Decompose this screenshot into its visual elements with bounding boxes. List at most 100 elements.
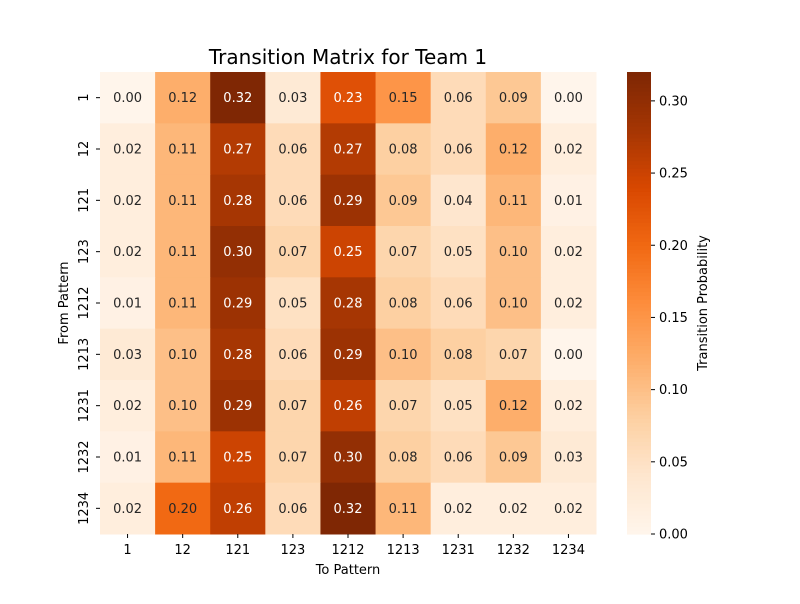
colorbar-segment <box>627 434 651 438</box>
cell-value-label: 0.06 <box>278 194 307 209</box>
cell-value-label: 0.20 <box>168 502 197 517</box>
cell-value-label: 0.12 <box>499 399 528 414</box>
colorbar-segment <box>627 445 651 449</box>
colorbar-segment <box>627 84 651 88</box>
colorbar-segment <box>627 288 651 292</box>
x-tick-label: 1213 <box>387 543 420 558</box>
cell-value-label: 0.02 <box>499 502 528 517</box>
cell-value-label: 0.02 <box>554 297 583 312</box>
y-tick-label: 1212 <box>77 286 92 319</box>
cell-value-label: 0.03 <box>113 348 142 363</box>
colorbar-tick-label: 0.20 <box>659 239 688 254</box>
colorbar-segment <box>627 257 651 261</box>
cell-value-label: 0.08 <box>389 143 418 158</box>
colorbar-segment <box>627 326 651 330</box>
colorbar-segment <box>627 226 651 230</box>
colorbar-segment <box>627 453 651 457</box>
colorbar-segment <box>627 476 651 480</box>
colorbar-segment <box>627 176 651 180</box>
cell-value-label: 0.07 <box>499 348 528 363</box>
cell-value-label: 0.07 <box>278 399 307 414</box>
colorbar-segment <box>627 469 651 473</box>
colorbar-segment <box>627 134 651 138</box>
cell-value-label: 0.06 <box>278 348 307 363</box>
cell-value-label: 0.06 <box>444 451 473 466</box>
cell-value-label: 0.02 <box>113 399 142 414</box>
colorbar-segment <box>627 388 651 392</box>
colorbar-segment <box>627 376 651 380</box>
cell-value-label: 0.06 <box>444 143 473 158</box>
colorbar-segment <box>627 399 651 403</box>
y-tick-label: 1231 <box>77 389 92 422</box>
y-tick-label: 123 <box>77 239 92 264</box>
colorbar-segment <box>627 168 651 172</box>
colorbar-segment <box>627 241 651 245</box>
cell-value-label: 0.00 <box>554 348 583 363</box>
colorbar-segment <box>627 230 651 234</box>
colorbar-label: Transition Probability <box>696 235 711 372</box>
colorbar-segment <box>627 222 651 226</box>
cell-value-label: 0.03 <box>554 451 583 466</box>
colorbar-segment <box>627 526 651 530</box>
colorbar-segment <box>627 195 651 199</box>
cell-value-label: 0.29 <box>334 194 363 209</box>
heatmap-cell-labels: 0.00 0.12 0.32 0.03 0.23 0.15 0.06 0.09 0.000.02… <box>113 91 583 517</box>
colorbar-segment <box>627 438 651 442</box>
colorbar-segment <box>627 172 651 176</box>
colorbar: 0.000.050.100.150.200.250.30 <box>627 72 688 543</box>
colorbar-segment <box>627 311 651 315</box>
colorbar-segment <box>627 122 651 126</box>
cell-value-label: 0.02 <box>444 502 473 517</box>
colorbar-segment <box>627 419 651 423</box>
colorbar-segment <box>627 268 651 272</box>
colorbar-segment <box>627 265 651 269</box>
colorbar-segment <box>627 153 651 157</box>
cell-value-label: 0.00 <box>113 91 142 106</box>
colorbar-segment <box>627 349 651 353</box>
x-tick-label: 1231 <box>442 543 475 558</box>
cell-value-label: 0.25 <box>223 451 252 466</box>
colorbar-segment <box>627 395 651 399</box>
colorbar-segment <box>627 322 651 326</box>
cell-value-label: 0.05 <box>278 297 307 312</box>
colorbar-segment <box>627 442 651 446</box>
x-tick-label: 1212 <box>331 543 364 558</box>
colorbar-segment <box>627 87 651 91</box>
colorbar-segment <box>627 253 651 257</box>
cell-value-label: 0.02 <box>554 502 583 517</box>
colorbar-tick-label: 0.15 <box>659 311 688 326</box>
cell-value-label: 0.10 <box>389 348 418 363</box>
cell-value-label: 0.02 <box>554 245 583 260</box>
cell-value-label: 0.10 <box>168 399 197 414</box>
cell-value-label: 0.29 <box>223 399 252 414</box>
colorbar-segment <box>627 422 651 426</box>
colorbar-segment <box>627 157 651 161</box>
colorbar-segment <box>627 392 651 396</box>
colorbar-segment <box>627 95 651 99</box>
colorbar-segment <box>627 111 651 115</box>
colorbar-segment <box>627 472 651 476</box>
colorbar-segment <box>627 519 651 523</box>
colorbar-segment <box>627 430 651 434</box>
y-tick-label: 1234 <box>77 492 92 525</box>
colorbar-segment <box>627 295 651 299</box>
colorbar-segment <box>627 184 651 188</box>
cell-value-label: 0.06 <box>278 502 307 517</box>
colorbar-segment <box>627 496 651 500</box>
colorbar-segment <box>627 80 651 84</box>
cell-value-label: 0.08 <box>389 297 418 312</box>
y-tick-label: 1232 <box>77 440 92 473</box>
colorbar-segment <box>627 161 651 165</box>
cell-value-label: 0.28 <box>334 297 363 312</box>
colorbar-segment <box>627 484 651 488</box>
cell-value-label: 0.09 <box>389 194 418 209</box>
colorbar-segment <box>627 238 651 242</box>
cell-value-label: 0.07 <box>389 245 418 260</box>
colorbar-segment <box>627 284 651 288</box>
cell-value-label: 0.01 <box>113 451 142 466</box>
colorbar-segment <box>627 353 651 357</box>
colorbar-segment <box>627 357 651 361</box>
cell-value-label: 0.11 <box>168 194 197 209</box>
colorbar-segment <box>627 245 651 249</box>
